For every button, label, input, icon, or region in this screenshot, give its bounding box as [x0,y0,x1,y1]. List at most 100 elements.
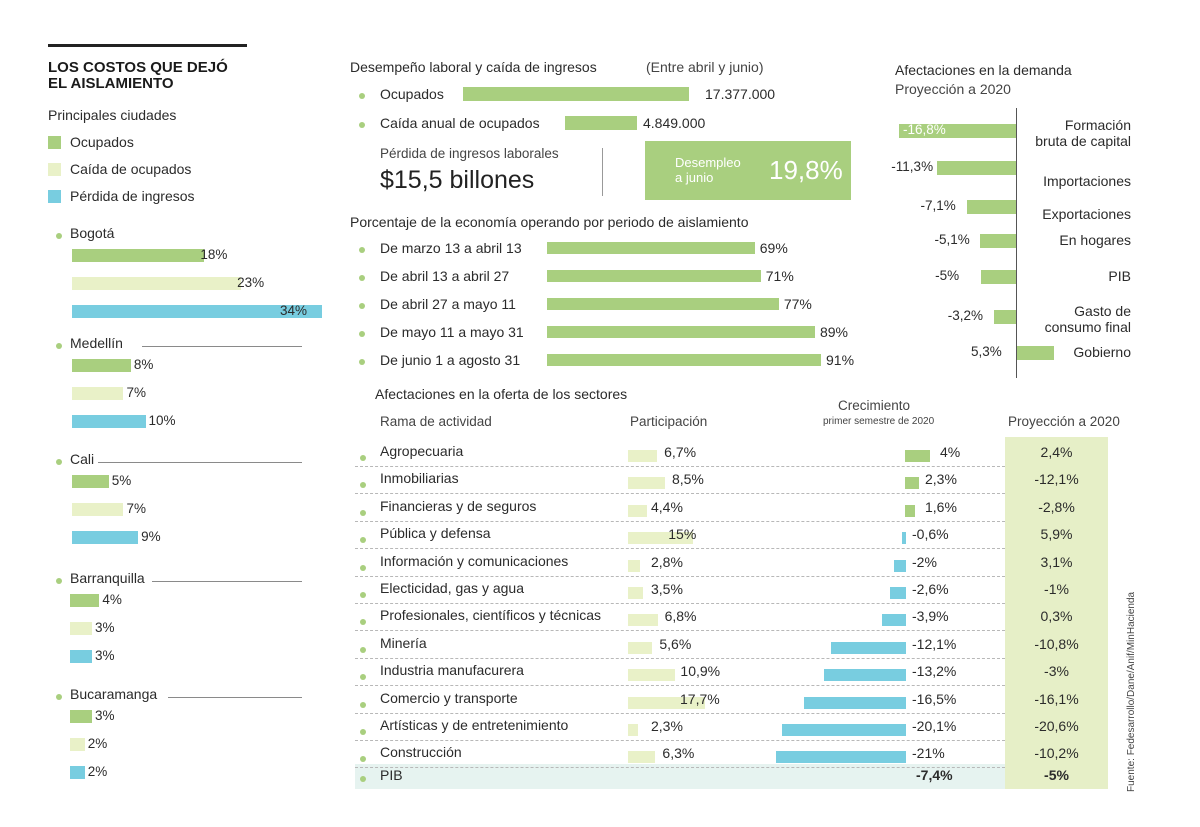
city-bullet [56,694,62,700]
employment-note: (Entre abril y junio) [646,59,764,75]
growth-bar [881,614,906,627]
col-header-proyeccion: Proyección a 2020 [1008,414,1120,429]
sector-name: Industria manufacurera [380,662,524,679]
cities-subtitle: Principales ciudades [48,107,177,123]
city-bar-value: 7% [126,501,146,516]
projection-column-bg [1005,437,1108,789]
sector-bullet [360,537,366,544]
title-rule [48,44,247,47]
growth-bar [824,669,906,682]
city-bullet [56,343,62,349]
demand-bar [899,124,1016,138]
participation-bar [628,669,676,682]
participation-bar [628,559,641,572]
economy-bullet [359,247,365,253]
city-bar-ocupados [72,249,205,262]
demand-category-label: bruta de capital [1035,133,1131,149]
city-name: Bucaramanga [70,686,158,702]
demand-category-label: Formación [1064,117,1131,133]
economy-bar-value: 71% [765,268,794,284]
city-bar-value: 4% [102,592,122,607]
growth-value: 1,6% [925,498,957,515]
sector-bullet [360,564,366,571]
demand-category-label: Gasto de [1074,303,1131,319]
economy-period-label: De abril 13 a abril 27 [380,268,510,284]
economy-bar [547,354,821,366]
demand-bar [993,310,1016,324]
legend-swatch [48,190,61,203]
city-name: Cali [70,451,95,467]
demand-bar [981,270,1016,284]
growth-bar [803,696,906,709]
row-separator [355,603,1005,604]
projection-value: -1% [1044,581,1069,597]
col-header-crecimiento-sub: primer semestre de 2020 [823,416,935,427]
participation-value: 2,3% [651,718,683,734]
city-bar-perdida [72,415,146,428]
city-bar-perdida [70,766,85,779]
demand-bar [1017,346,1054,360]
city-bar-ocupados [72,475,109,488]
projection-value: -16,1% [1034,690,1079,707]
unemployment-label: Desempleo a junio [675,155,741,185]
growth-value: 4% [940,444,961,460]
participation-value: 17,7% [680,690,720,707]
employment-row-value: 17.377.000 [705,86,776,102]
projection-value: 0,3% [1040,608,1073,625]
sector-bullet [360,619,366,626]
demand-bar [937,161,1016,175]
page-title: LOS COSTOS QUE DEJÓ EL AISLAMIENTO [48,60,228,92]
economy-bar-value: 77% [783,296,812,312]
economy-bullet [359,275,365,281]
growth-bar [905,504,915,517]
economy-period-label: De abril 27 a mayo 11 [380,296,516,312]
city-bar-caida [72,277,242,290]
projection-value: 2,4% [1040,444,1073,460]
demand-category-label: En hogares [1059,232,1131,248]
row-separator [355,740,1005,741]
growth-value: -2% [912,553,937,570]
participation-value: 6,3% [662,745,695,762]
city-name: Barranquilla [70,570,145,586]
sector-name: Inmobiliarias [380,470,459,487]
growth-value: -0,6% [912,526,949,543]
sector-name: Comercio y transporte [380,689,518,706]
city-bar-value: 8% [133,357,154,372]
employment-bar [463,87,689,101]
economy-period-label: De mayo 11 a mayo 31 [380,324,524,340]
sector-name: Financieras y de seguros [380,497,537,514]
growth-value: -20,1% [912,718,957,734]
city-bar-value: 3% [95,708,115,723]
city-bar-value: 18% [200,247,228,262]
sector-bullet [360,776,366,782]
demand-bar-value: -7,1% [920,198,956,213]
growth-value: -12,1% [912,635,957,652]
economy-bar-value: 91% [826,352,855,368]
demand-bar [980,234,1016,248]
col-header-crecimiento: Crecimiento [838,398,911,413]
city-name: Bogotá [70,225,115,241]
page-title-line1: LOS COSTOS QUE DEJÓ [48,59,228,76]
pib-label: PIB [380,767,403,783]
participation-value: 4,4% [651,498,683,515]
city-bar-value: 23% [237,275,265,290]
loss-value: $15,5 billones [380,166,535,194]
city-bar-value: 3% [95,620,115,635]
projection-value: 5,9% [1040,526,1073,543]
legend-label: Caída de ocupados [70,161,192,177]
economy-bar-value: 69% [759,240,788,256]
participation-bar [628,641,653,654]
demand-category-label: PIB [1108,268,1131,284]
growth-bar [776,751,906,764]
sector-name: Agropecuaria [380,443,464,459]
economy-bar-value: 89% [819,324,848,340]
city-bar-value: 2% [87,736,108,751]
city-bar-perdida [70,650,93,663]
supply-title: Afectaciones en la oferta de los sectore… [375,386,628,402]
employment-bar [565,116,637,130]
city-bar-caida [70,622,93,635]
pib-growth-value: -7,4% [916,767,953,783]
growth-bar [831,641,906,654]
city-bar-value: 10% [148,413,176,428]
city-rule [168,697,302,698]
